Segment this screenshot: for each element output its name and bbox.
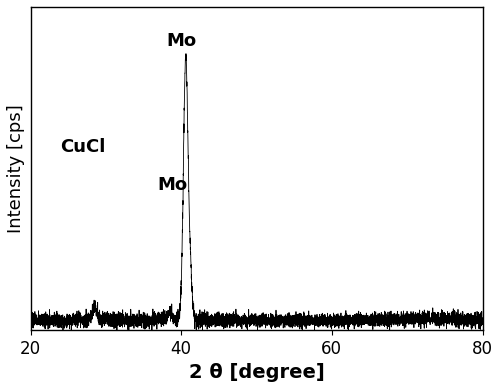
Text: Mo: Mo	[157, 176, 187, 194]
Text: Mo: Mo	[166, 32, 196, 50]
X-axis label: 2 θ [degree]: 2 θ [degree]	[188, 363, 324, 382]
Y-axis label: Intensity [cps]: Intensity [cps]	[7, 104, 25, 233]
Text: CuCl: CuCl	[60, 138, 106, 156]
